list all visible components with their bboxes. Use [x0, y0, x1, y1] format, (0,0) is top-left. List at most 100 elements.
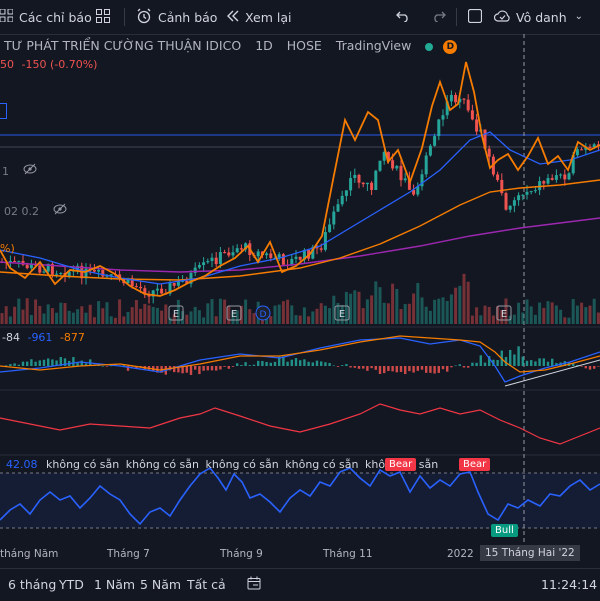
- candle-body: [319, 248, 323, 250]
- candle-body: [424, 155, 428, 175]
- candle-body: [580, 149, 584, 151]
- undo-button[interactable]: [396, 0, 410, 34]
- top-toolbar: Các chỉ báo Cảnh báo Xem lại: [0, 0, 600, 35]
- candle-body: [521, 194, 525, 196]
- volume-bar: [571, 298, 575, 324]
- volume-bar: [542, 307, 546, 324]
- earnings-marker[interactable]: [334, 305, 350, 321]
- volume-bar: [214, 316, 218, 324]
- symbol-title[interactable]: TƯ PHÁT TRIỂN CƯỜNG THUẬN IDICO: [4, 38, 242, 53]
- candle-body: [50, 263, 54, 275]
- volume-bar: [407, 303, 411, 324]
- candle-body: [193, 267, 197, 273]
- price-chart[interactable]: E E D E E: [0, 34, 600, 568]
- volume-bar: [172, 314, 176, 324]
- macd-hist-value: -84: [2, 331, 20, 344]
- macd-hist-bar: [311, 362, 314, 366]
- x-axis-label: Tháng 11: [323, 548, 373, 560]
- eye-hidden-icon[interactable]: [53, 203, 67, 218]
- candle-body: [67, 271, 71, 277]
- account-button[interactable]: Vô danh ⌄: [493, 0, 583, 34]
- earnings-marker[interactable]: [496, 305, 512, 321]
- macd-hist-bar: [542, 358, 545, 366]
- chart-legend: TƯ PHÁT TRIỂN CƯỜNG THUẬN IDICO 1D HOSE …: [4, 38, 467, 54]
- replay-button[interactable]: Xem lại: [226, 0, 291, 34]
- price-change-row: 50 -150 (-0.70%): [0, 58, 97, 71]
- macd-hist-bar: [194, 366, 197, 370]
- earnings-marker[interactable]: [226, 305, 242, 321]
- candle-body: [567, 173, 571, 180]
- rsi-na-3: không có sẵn: [205, 458, 279, 471]
- volume-bar: [92, 317, 96, 324]
- range-1y-button[interactable]: 1 Năm: [94, 577, 136, 592]
- range-6m-button[interactable]: 6 tháng: [8, 577, 57, 592]
- macd-hist-bar: [47, 358, 50, 366]
- macd-hist-bar: [307, 361, 310, 366]
- alert-button[interactable]: Cảnh báo: [136, 0, 217, 34]
- clock-display[interactable]: 11:24:14 (U: [541, 577, 600, 592]
- macd-hist-bar: [219, 366, 222, 370]
- earnings-marker[interactable]: [168, 305, 184, 321]
- macd-hist-bar: [55, 360, 58, 366]
- volume-bar: [34, 299, 38, 324]
- x-axis-label: Tháng 9: [220, 548, 263, 560]
- indicator-2-value: 02 0.2: [4, 205, 39, 218]
- macd-hist-bar: [597, 366, 600, 367]
- volume-bar: [550, 302, 554, 324]
- macd-hist-bar: [101, 365, 104, 367]
- macd-hist-bar: [105, 366, 109, 367]
- macd-hist-bar: [534, 361, 537, 366]
- range-ytd-button[interactable]: YTD: [59, 577, 84, 592]
- price-change: -150 (-0.70%): [21, 58, 98, 71]
- candle-body: [105, 275, 109, 277]
- macd-hist-bar: [294, 358, 298, 366]
- undo-icon: [396, 10, 410, 25]
- redo-button[interactable]: [432, 0, 446, 34]
- candle-body: [328, 224, 332, 233]
- macd-hist-bar: [341, 365, 344, 366]
- candle-body: [189, 272, 193, 284]
- date-range-button[interactable]: [247, 576, 261, 593]
- macd-hist-bar: [357, 366, 361, 369]
- macd-hist-bar: [345, 364, 348, 366]
- volume-bar: [575, 305, 579, 324]
- macd-hist-bar: [454, 365, 457, 367]
- macd-hist-bar: [383, 366, 386, 374]
- candle-body: [357, 174, 361, 183]
- volume-bar: [50, 308, 54, 324]
- macd-hist-bar: [504, 357, 508, 366]
- candle-body: [420, 174, 424, 187]
- macd-hist-bar: [42, 359, 46, 366]
- candle-body: [17, 260, 21, 262]
- macd-hist-bar: [265, 362, 268, 366]
- macd-hist-bar: [17, 364, 20, 366]
- candle-body: [155, 288, 159, 291]
- volume-bar: [206, 303, 210, 324]
- volume-bar: [487, 306, 491, 324]
- macd-hist-bar: [416, 366, 419, 371]
- volume-bar: [319, 303, 323, 324]
- indicators-button[interactable]: Các chỉ báo: [0, 0, 92, 34]
- range-all-button[interactable]: Tất cả: [187, 577, 226, 592]
- collapse-legend-toggle[interactable]: [0, 103, 7, 119]
- volume-bar: [164, 304, 168, 324]
- volume-bar: [244, 299, 248, 324]
- rsi-na-4: không có sẵn: [285, 458, 359, 471]
- macd-hist-bar: [252, 364, 256, 366]
- macd-hist-bar: [126, 366, 130, 371]
- dividend-marker[interactable]: [255, 305, 271, 321]
- oscillator-red-line: [0, 403, 600, 445]
- macd-hist-bar: [366, 366, 369, 371]
- fullscreen-button[interactable]: [467, 0, 483, 34]
- layout-grid-button[interactable]: [96, 0, 110, 34]
- macd-hist-bar: [404, 366, 407, 375]
- range-5y-button[interactable]: 5 Năm: [140, 577, 182, 592]
- macd-hist-bar: [59, 357, 62, 366]
- volume-bar: [311, 311, 315, 324]
- interval-label[interactable]: 1D: [255, 38, 273, 53]
- volume-bar: [546, 301, 550, 324]
- candle-body: [504, 193, 508, 210]
- eye-hidden-icon[interactable]: [23, 163, 37, 178]
- candle-body: [483, 129, 487, 149]
- candle-body: [344, 190, 348, 196]
